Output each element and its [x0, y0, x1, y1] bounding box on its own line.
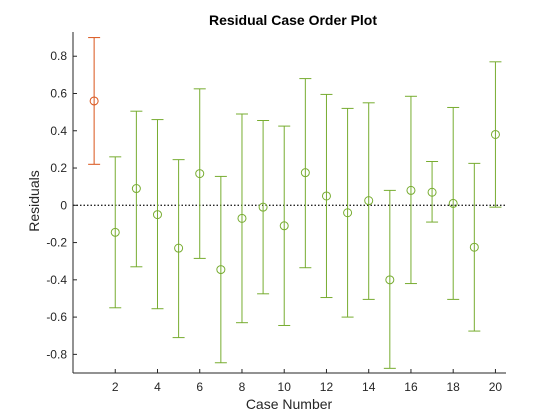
residual-marker-18	[448, 198, 458, 208]
y-axis-label: Residuals	[26, 170, 42, 231]
y-tick-label-0.2: 0.2	[50, 161, 67, 175]
residual-marker-9	[258, 202, 268, 212]
residual-marker-4	[152, 210, 162, 220]
plot-area: 2 4 6 8 10 12 14 16 18 20 -0.8 -0.6 -0.4 -0.2 0 0.2 0.4 0…	[46, 32, 506, 394]
x-tick-label-20: 20	[489, 380, 503, 394]
x-tick-label-18: 18	[447, 380, 461, 394]
y-tick-label-0.8: 0.8	[50, 49, 67, 63]
x-tick-label-8: 8	[239, 380, 246, 394]
residual-marker-13	[343, 208, 353, 218]
residual-marker-8	[237, 213, 247, 223]
residual-marker-3	[131, 184, 141, 194]
residual-marker-1	[89, 96, 99, 106]
y-tick-label--0.2: -0.2	[46, 236, 67, 250]
x-tick-label-6: 6	[196, 380, 203, 394]
residual-marker-14	[364, 196, 374, 206]
y-tick-label-0.6: 0.6	[50, 86, 67, 100]
residual-marker-6	[195, 169, 205, 179]
residual-marker-19	[469, 242, 479, 252]
residual-marker-17	[427, 187, 437, 197]
x-tick-label-4: 4	[154, 380, 161, 394]
residual-marker-16	[406, 185, 416, 195]
x-tick-label-2: 2	[112, 380, 119, 394]
residual-marker-12	[321, 191, 331, 201]
x-tick-label-14: 14	[362, 380, 376, 394]
residual-marker-2	[110, 227, 120, 237]
chart-title: Residual Case Order Plot	[209, 12, 377, 28]
y-tick-label--0.6: -0.6	[46, 310, 67, 324]
x-tick-label-10: 10	[278, 380, 292, 394]
x-tick-label-12: 12	[320, 380, 334, 394]
residual-marker-11	[300, 168, 310, 178]
residual-marker-10	[279, 221, 289, 231]
y-tick-label--0.8: -0.8	[46, 347, 67, 361]
x-tick-label-16: 16	[404, 380, 418, 394]
x-axis-label: Case Number	[246, 396, 333, 412]
y-tick-label-0: 0	[60, 198, 67, 212]
y-tick-label--0.4: -0.4	[46, 273, 67, 287]
residual-marker-15	[385, 275, 395, 285]
residual-marker-5	[174, 243, 184, 253]
y-tick-label-0.4: 0.4	[50, 124, 67, 138]
residual-marker-20	[490, 129, 500, 139]
residual-marker-7	[216, 265, 226, 275]
